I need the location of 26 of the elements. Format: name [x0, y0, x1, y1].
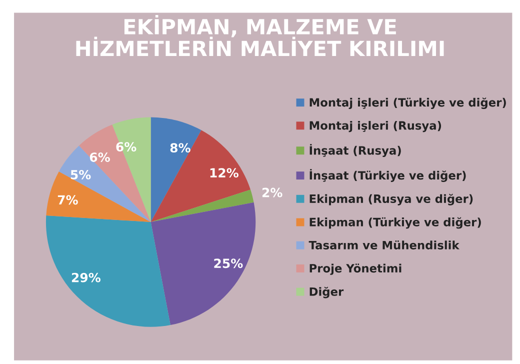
- legend-label: Ekipman (Rusya ve diğer): [310, 194, 473, 206]
- legend-label: Proje Yönetimi: [310, 264, 402, 275]
- legend-label: Montaj işleri (Rusya): [310, 120, 442, 132]
- legend-label: Montaj işleri (Türkiye ve diğer): [310, 98, 506, 109]
- legend-label: Tasarım ve Mühendislik: [308, 240, 460, 250]
- data-label: 2%: [262, 188, 282, 198]
- data-label: 25%: [214, 258, 243, 268]
- pie-slice: [150, 202, 256, 326]
- pie-slice: [46, 172, 151, 222]
- chart-title: EKİPMAN, MALZEME VE HİZMETLERİN MALİYET KIRILIMI: [76, 15, 444, 56]
- legend-label: Ekipman (Türkiye ve diğer): [310, 217, 481, 229]
- pie-slice: [112, 117, 151, 222]
- pie-slice: [46, 215, 170, 327]
- data-label: 5%: [70, 170, 91, 180]
- data-label: 8%: [170, 143, 190, 153]
- data-label: 29%: [72, 272, 100, 282]
- pie-slice: [150, 130, 250, 222]
- legend-label: İnşaat (Türkiye ve diğer): [310, 168, 466, 182]
- legend-label: Diğer: [310, 286, 344, 298]
- data-label: 12%: [210, 168, 238, 178]
- data-label: 7%: [58, 195, 78, 205]
- data-label: 6%: [90, 152, 110, 162]
- pie-slice: [150, 190, 254, 222]
- pie-slice: [150, 117, 202, 222]
- legend-label: İnşaat (Rusya): [310, 144, 401, 158]
- data-label: 6%: [116, 142, 136, 152]
